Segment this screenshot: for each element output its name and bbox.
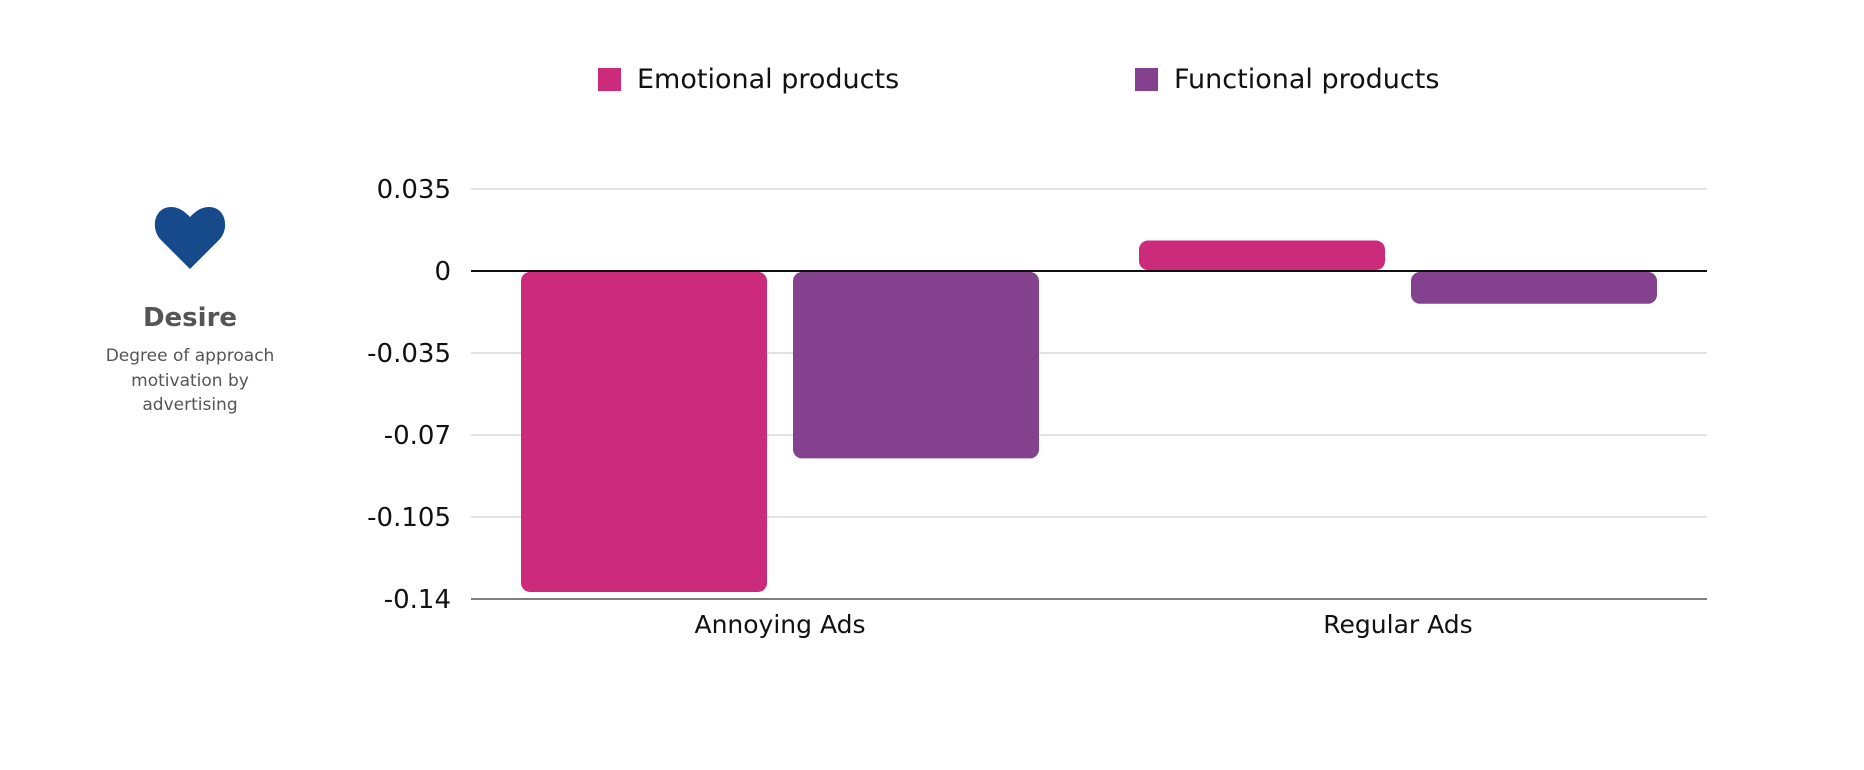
bar-emotional-annoying: [521, 272, 767, 592]
legend-item-emotional: Emotional products: [598, 64, 899, 95]
heart-icon: [154, 207, 226, 269]
legend-label-functional: Functional products: [1174, 64, 1440, 95]
y-tick-label: 0: [434, 257, 451, 287]
y-tick-label: -0.105: [367, 503, 451, 533]
legend-swatch-functional: [1135, 68, 1158, 91]
metric-subtitle: Degree of approach motivation by adverti…: [105, 346, 275, 415]
x-category-label: Annoying Ads: [694, 610, 865, 639]
bar-emotional-regular: [1139, 240, 1385, 270]
legend-swatch-emotional: [598, 68, 621, 91]
y-tick-label: -0.035: [367, 339, 451, 369]
bar-functional-annoying: [793, 272, 1039, 459]
x-category-label: Regular Ads: [1323, 610, 1472, 639]
legend-item-functional: Functional products: [1135, 64, 1439, 95]
y-tick-label: 0.035: [377, 175, 451, 205]
y-tick-label: -0.14: [384, 585, 451, 615]
bar-functional-regular: [1411, 272, 1657, 304]
y-tick-label: -0.07: [384, 421, 451, 451]
legend-label-emotional: Emotional products: [637, 64, 900, 95]
metric-title: Desire: [142, 303, 238, 333]
